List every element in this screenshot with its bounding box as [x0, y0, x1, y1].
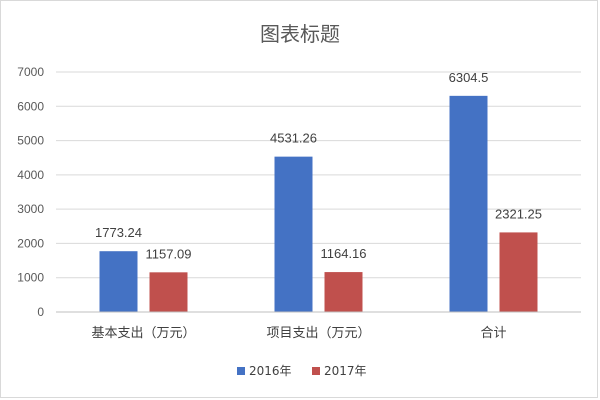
x-axis: 基本支出（万元） 项目支出（万元） 合计: [56, 311, 581, 341]
y-tick-label: 2000: [17, 236, 44, 250]
legend-label: 2016年: [249, 364, 292, 378]
bar: [324, 272, 363, 312]
x-category-label: 合计: [480, 326, 506, 341]
data-label: 6304.5: [449, 70, 489, 85]
bar: [149, 272, 188, 312]
chart-title: 图表标题: [260, 22, 340, 46]
y-tick-label: 4000: [17, 168, 44, 182]
y-axis: 0 1000 2000 3000 4000 5000 6000 7000: [17, 65, 44, 319]
data-label: 2321.25: [495, 206, 542, 221]
y-tick-label: 0: [37, 305, 44, 319]
bar: [499, 232, 538, 312]
legend-swatch: [237, 367, 245, 375]
legend-swatch: [312, 367, 320, 375]
y-tick-label: 7000: [17, 65, 44, 79]
data-label: 1164.16: [320, 246, 366, 261]
bar: [99, 251, 138, 312]
y-tick-label: 6000: [17, 99, 44, 113]
data-label: 1773.24: [95, 225, 142, 240]
bar: [449, 95, 488, 313]
x-category-label: 基本支出（万元）: [91, 326, 195, 341]
data-label: 1157.09: [145, 246, 191, 261]
bar: [274, 156, 313, 312]
legend-label: 2017年: [324, 364, 367, 378]
y-tick-label: 1000: [17, 271, 44, 285]
gridlines: [56, 71, 581, 313]
data-label: 4531.26: [270, 131, 317, 146]
y-tick-label: 3000: [17, 202, 44, 216]
y-tick-label: 5000: [17, 134, 44, 148]
x-category-label: 项目支出（万元）: [266, 326, 370, 341]
legend: 2016年 2017年: [237, 364, 367, 378]
